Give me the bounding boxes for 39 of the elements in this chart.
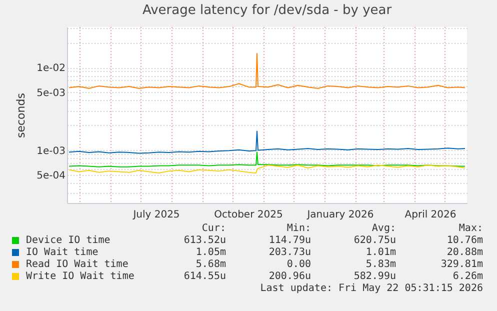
text: Min: bbox=[286, 223, 311, 235]
text: 0.00 bbox=[286, 259, 311, 271]
x-tick-label: April 2026 bbox=[404, 210, 456, 220]
chart-title: Average latency for /dev/sda - by year bbox=[142, 3, 392, 18]
text: 6.26m bbox=[452, 271, 483, 283]
text: 613.52u bbox=[184, 235, 226, 247]
legend-label: Device IO time bbox=[26, 235, 110, 247]
text: 329.81m bbox=[440, 259, 483, 271]
text: 614.55u bbox=[184, 271, 226, 283]
text: 620.75u bbox=[354, 235, 396, 247]
text: 1.05m bbox=[196, 247, 226, 259]
legend-label: Read IO Wait time bbox=[26, 259, 128, 271]
text: 200.96u bbox=[268, 271, 311, 283]
x-tick-label: October 2025 bbox=[214, 210, 283, 220]
y-tick-label: 5e-04 bbox=[36, 170, 66, 182]
text: 10.76m bbox=[446, 235, 483, 247]
legend-label: Write IO Wait time bbox=[26, 271, 134, 283]
line-series bbox=[68, 53, 466, 89]
text: Max: bbox=[458, 223, 483, 235]
y-tick-label: 1e-02 bbox=[36, 63, 66, 74]
y-tick-label: 1e-03 bbox=[36, 146, 66, 157]
y-tick-label: 5e-03 bbox=[36, 88, 66, 99]
text: 20.88m bbox=[446, 247, 483, 259]
text: 5.83m bbox=[366, 259, 396, 271]
text: Last update: Fri May 22 05:31:15 2026 bbox=[260, 283, 483, 295]
legend-label: IO Wait time bbox=[26, 247, 98, 259]
y-axis-title: seconds bbox=[14, 92, 28, 138]
text: Avg: bbox=[372, 223, 396, 235]
text: 5.68m bbox=[196, 259, 226, 271]
text: 203.73u bbox=[268, 247, 311, 259]
line-series bbox=[68, 164, 466, 174]
line-series bbox=[68, 152, 466, 168]
text: 1.01m bbox=[366, 247, 396, 259]
text: 582.99u bbox=[354, 271, 396, 283]
x-tick-label: January 2026 bbox=[306, 210, 374, 220]
text: 114.79u bbox=[268, 235, 311, 247]
line-series bbox=[68, 130, 466, 154]
text: Cur: bbox=[202, 223, 226, 235]
x-tick-label: July 2025 bbox=[132, 210, 180, 220]
